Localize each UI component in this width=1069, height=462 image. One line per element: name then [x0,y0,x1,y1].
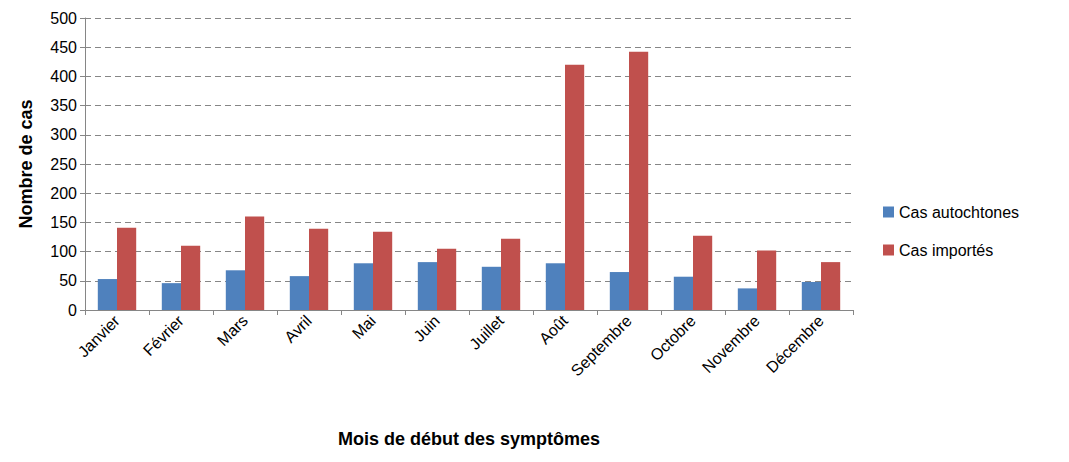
svg-text:Juillet: Juillet [466,312,507,353]
svg-text:0: 0 [68,302,77,319]
svg-text:250: 250 [50,156,77,173]
svg-text:Décembre: Décembre [763,312,827,376]
svg-text:Cas autochtones: Cas autochtones [899,204,1019,221]
svg-text:300: 300 [50,126,77,143]
svg-text:Mai: Mai [349,312,379,342]
svg-text:200: 200 [50,185,77,202]
svg-text:Nombre de cas: Nombre de cas [16,99,36,228]
svg-text:Août: Août [536,312,572,348]
svg-text:100: 100 [50,243,77,260]
svg-text:500: 500 [50,10,77,27]
svg-text:350: 350 [50,97,77,114]
svg-text:Juin: Juin [410,312,443,345]
svg-text:Janvier: Janvier [75,312,124,361]
svg-text:Mois de début des symptômes: Mois de début des symptômes [338,429,600,449]
svg-text:450: 450 [50,39,77,56]
svg-text:50: 50 [59,272,77,289]
svg-text:Mars: Mars [214,312,251,349]
svg-text:400: 400 [50,68,77,85]
svg-text:150: 150 [50,214,77,231]
svg-text:Octobre: Octobre [647,312,699,364]
svg-text:Novembre: Novembre [699,312,763,376]
svg-text:Cas importés: Cas importés [899,242,993,259]
svg-text:Avril: Avril [281,312,315,346]
svg-text:Septembre: Septembre [568,312,635,379]
svg-text:Février: Février [140,312,188,360]
